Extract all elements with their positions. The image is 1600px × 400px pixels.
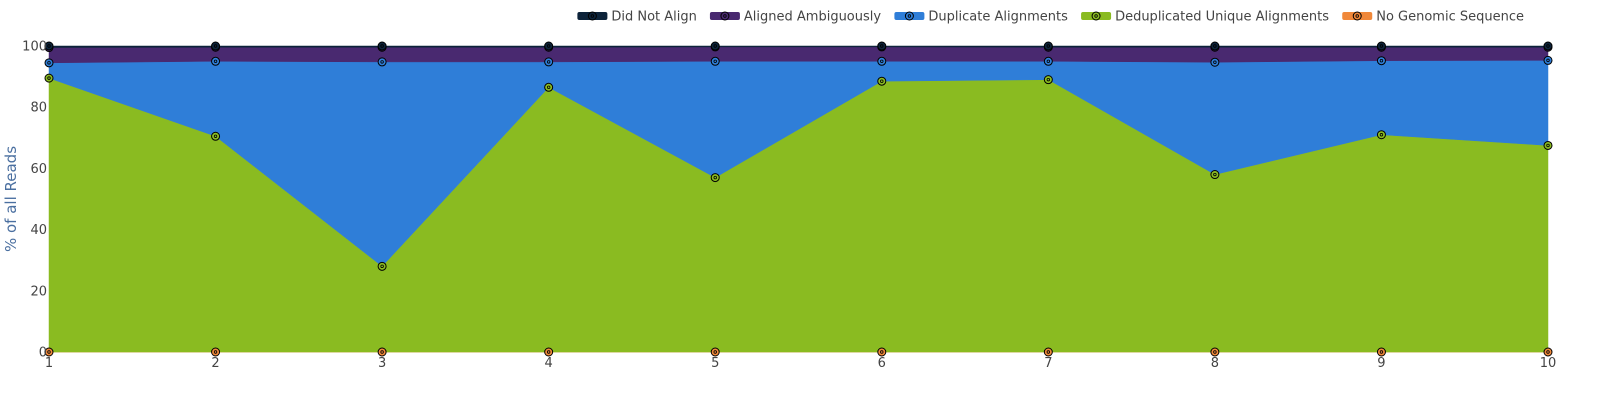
- point-deduplicated-unique-alignments-3[interactable]: [377, 261, 387, 271]
- point-deduplicated-unique-alignments-4[interactable]: [544, 82, 554, 92]
- y-tick-label-60: 60: [30, 162, 47, 177]
- y-tick-label-100: 100: [22, 40, 47, 55]
- point-did-not-align-2[interactable]: [211, 41, 221, 51]
- y-tick-label-20: 20: [30, 284, 47, 299]
- point-deduplicated-unique-alignments-2[interactable]: [211, 131, 221, 141]
- point-duplicate-alignments-3[interactable]: [377, 57, 387, 67]
- y-axis-ticks: 0 20 40 60 80 100: [22, 40, 47, 361]
- area-aligned-ambiguously: [48, 46, 1549, 64]
- x-tick-label-4: 4: [545, 356, 553, 371]
- point-duplicate-alignments-1[interactable]: [44, 58, 54, 68]
- point-duplicate-alignments-7[interactable]: [1043, 56, 1053, 66]
- legend-item-aligned-ambiguously[interactable]: Aligned Ambiguously: [709, 10, 881, 25]
- point-duplicate-alignments-2[interactable]: [211, 56, 221, 66]
- point-did-not-align-10[interactable]: [1543, 41, 1553, 51]
- point-duplicate-alignments-6[interactable]: [877, 56, 887, 66]
- point-no-genomic-sequence-5[interactable]: [710, 347, 720, 357]
- x-tick-label-2: 2: [211, 356, 219, 371]
- point-did-not-align-4[interactable]: [544, 41, 554, 51]
- x-tick-label-10: 10: [1540, 356, 1557, 371]
- point-duplicate-alignments-4[interactable]: [544, 57, 554, 67]
- point-no-genomic-sequence-4[interactable]: [544, 347, 554, 357]
- legend-label-duplicate-alignments: Duplicate Alignments: [928, 10, 1068, 25]
- point-did-not-align-9[interactable]: [1376, 41, 1386, 51]
- point-deduplicated-unique-alignments-5[interactable]: [710, 173, 720, 183]
- point-did-not-align-3[interactable]: [377, 41, 387, 51]
- point-no-genomic-sequence-2[interactable]: [211, 347, 221, 357]
- point-no-genomic-sequence-8[interactable]: [1210, 347, 1220, 357]
- point-no-genomic-sequence-10[interactable]: [1543, 347, 1553, 357]
- legend-item-did-not-align[interactable]: Did Not Align: [577, 10, 697, 25]
- legend-item-duplicate-alignments[interactable]: Duplicate Alignments: [894, 10, 1068, 25]
- y-axis-title: % of all Reads: [2, 146, 20, 252]
- x-tick-label-8: 8: [1211, 356, 1219, 371]
- legend-label-did-not-align: Did Not Align: [611, 10, 697, 25]
- legend-item-deduplicated-unique-alignments[interactable]: Deduplicated Unique Alignments: [1081, 10, 1329, 25]
- y-tick-label-80: 80: [30, 101, 47, 116]
- point-did-not-align-7[interactable]: [1043, 41, 1053, 51]
- point-deduplicated-unique-alignments-10[interactable]: [1543, 140, 1553, 150]
- point-no-genomic-sequence-6[interactable]: [877, 347, 887, 357]
- point-deduplicated-unique-alignments-7[interactable]: [1043, 75, 1053, 85]
- y-tick-label-40: 40: [30, 223, 47, 238]
- point-no-genomic-sequence-1[interactable]: [44, 347, 54, 357]
- legend-label-no-genomic-sequence: No Genomic Sequence: [1376, 10, 1524, 25]
- legend-label-deduplicated-unique-alignments: Deduplicated Unique Alignments: [1115, 10, 1329, 25]
- point-did-not-align-1[interactable]: [44, 41, 54, 51]
- area-layers: [48, 45, 1549, 353]
- data-markers: [44, 41, 1553, 357]
- point-duplicate-alignments-8[interactable]: [1210, 57, 1220, 67]
- point-no-genomic-sequence-3[interactable]: [377, 347, 387, 357]
- point-deduplicated-unique-alignments-1[interactable]: [44, 73, 54, 83]
- point-did-not-align-5[interactable]: [710, 41, 720, 51]
- legend-label-aligned-ambiguously: Aligned Ambiguously: [744, 10, 881, 25]
- point-duplicate-alignments-5[interactable]: [710, 56, 720, 66]
- x-axis-ticks: 1 2 3 4 5 6 7 8 9 10: [45, 356, 1556, 371]
- x-tick-label-1: 1: [45, 356, 53, 371]
- point-duplicate-alignments-9[interactable]: [1376, 56, 1386, 66]
- point-did-not-align-8[interactable]: [1210, 41, 1220, 51]
- point-deduplicated-unique-alignments-9[interactable]: [1376, 130, 1386, 140]
- point-duplicate-alignments-10[interactable]: [1543, 55, 1553, 65]
- point-no-genomic-sequence-9[interactable]: [1376, 347, 1386, 357]
- x-tick-label-9: 9: [1377, 356, 1385, 371]
- point-deduplicated-unique-alignments-8[interactable]: [1210, 170, 1220, 180]
- x-tick-label-5: 5: [711, 356, 719, 371]
- x-tick-label-6: 6: [878, 356, 886, 371]
- point-did-not-align-6[interactable]: [877, 41, 887, 51]
- legend: Did Not Align Aligned Ambiguously Duplicat…: [577, 10, 1524, 25]
- x-tick-label-3: 3: [378, 356, 386, 371]
- point-deduplicated-unique-alignments-6[interactable]: [877, 76, 887, 86]
- point-no-genomic-sequence-7[interactable]: [1043, 347, 1053, 357]
- legend-item-no-genomic-sequence[interactable]: No Genomic Sequence: [1342, 10, 1524, 25]
- y-tick-label-0: 0: [39, 346, 47, 361]
- x-tick-label-7: 7: [1044, 356, 1052, 371]
